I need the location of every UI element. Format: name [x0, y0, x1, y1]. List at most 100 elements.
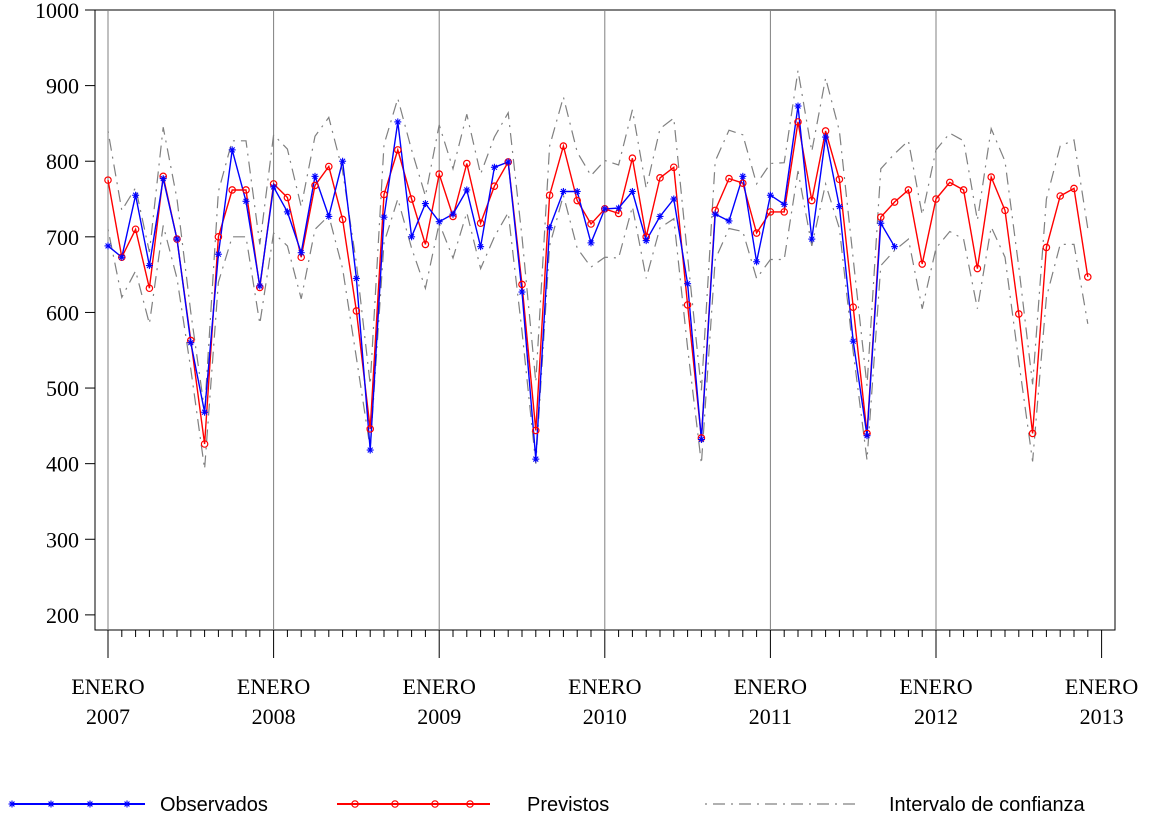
- previstos-point: [959, 186, 968, 194]
- star-stroke: [367, 447, 374, 453]
- observados-point: [628, 187, 636, 195]
- observados-point: [270, 183, 278, 191]
- star-stroke: [546, 224, 553, 231]
- observados-point: [711, 210, 719, 218]
- confidence-lower-line: [107, 170, 1089, 470]
- star-stroke: [408, 233, 415, 240]
- star-stroke: [560, 188, 567, 195]
- observados-point: [187, 339, 195, 347]
- previstos-point: [1028, 429, 1037, 438]
- star-stroke: [229, 147, 236, 153]
- y-tick-label: 300: [46, 527, 79, 552]
- observados-point: [339, 157, 347, 165]
- previstos-point: [780, 208, 789, 216]
- previstos-point: [145, 284, 154, 293]
- star-stroke: [325, 213, 332, 220]
- previstos-point: [366, 425, 375, 433]
- y-tick-label: 900: [46, 74, 79, 99]
- previstos-point: [476, 219, 485, 228]
- y-tick-label: 600: [46, 300, 79, 325]
- previstos-point: [131, 225, 140, 234]
- x-tick-label-year: 2010: [583, 704, 627, 729]
- previstos-point: [380, 190, 388, 199]
- observados-point: [615, 204, 623, 212]
- observados-point: [822, 133, 830, 141]
- observados-point: [408, 233, 416, 241]
- star-stroke: [270, 184, 277, 190]
- star-stroke: [712, 211, 719, 217]
- previstos-point: [242, 186, 250, 194]
- star-stroke: [353, 275, 360, 282]
- observados-point: [132, 191, 140, 199]
- observados-line: [107, 105, 896, 460]
- observados-point: [559, 187, 567, 195]
- observados-point: [118, 253, 126, 261]
- star-stroke: [215, 251, 222, 258]
- observados-point: [256, 282, 264, 290]
- observados-point: [877, 219, 885, 227]
- observados-point: [394, 118, 402, 126]
- star-stroke: [698, 436, 705, 443]
- star-stroke: [187, 339, 194, 346]
- star-stroke: [477, 243, 484, 250]
- star-stroke: [339, 158, 346, 165]
- previstos-point: [545, 191, 554, 200]
- x-tick-label-year: 2012: [914, 704, 958, 729]
- star-stroke: [739, 173, 746, 180]
- star-stroke: [601, 206, 608, 212]
- star-stroke: [174, 236, 180, 242]
- previstos-point: [559, 142, 568, 150]
- observados-point: [753, 258, 761, 266]
- observados-point: [228, 146, 236, 154]
- star-stroke: [629, 188, 636, 195]
- observados-point: [421, 200, 429, 208]
- observados-point: [145, 262, 153, 270]
- previstos-point: [683, 301, 692, 309]
- y-tick-label: 1000: [35, 0, 79, 23]
- observados-point: [104, 242, 112, 250]
- star-stroke: [684, 280, 691, 287]
- previstos-point: [518, 280, 526, 289]
- observados-point: [504, 158, 512, 166]
- star-stroke: [105, 243, 111, 249]
- observados-point: [656, 212, 664, 220]
- y-axis: 200 300 400 500 600 700 800 900 1000: [35, 0, 95, 628]
- star-stroke: [298, 249, 305, 256]
- star-stroke: [864, 432, 870, 439]
- star-stroke: [87, 801, 93, 807]
- x-tick-label-year: 2008: [252, 704, 296, 729]
- star-stroke: [124, 801, 130, 807]
- previstos-point: [656, 174, 664, 182]
- previstos-point: [587, 220, 595, 228]
- star-stroke: [753, 258, 760, 265]
- star-stroke: [519, 289, 525, 295]
- observados-point: [697, 435, 705, 443]
- legend-item-previstos: Previstos: [337, 794, 609, 816]
- previstos-point: [435, 170, 444, 178]
- observados-point: [201, 408, 209, 416]
- star-stroke: [588, 240, 594, 246]
- legend-observados-marker: [8, 800, 16, 808]
- legend-previstos-marker: [431, 800, 439, 808]
- observados-point: [642, 237, 650, 245]
- observados-point: [835, 203, 843, 211]
- star-stroke: [243, 198, 249, 205]
- star-stroke: [781, 201, 788, 208]
- star-stroke: [422, 200, 429, 207]
- confidence-upper-line: [107, 70, 1089, 411]
- x-tick-label-month: ENERO: [1065, 674, 1138, 699]
- star-stroke: [726, 218, 732, 224]
- star-stroke: [532, 456, 539, 462]
- previstos-point: [462, 159, 471, 168]
- x-tick-label-year: 2007: [86, 704, 130, 729]
- observados-point: [435, 218, 443, 226]
- x-tick-label-month: ENERO: [568, 674, 641, 699]
- previstos-point: [531, 426, 540, 435]
- observados-point: [670, 195, 678, 203]
- star-stroke: [256, 283, 263, 289]
- previstos-point: [932, 195, 940, 203]
- observados-point: [325, 212, 333, 220]
- legend-observados-marker: [47, 800, 55, 808]
- observados-point: [297, 249, 305, 257]
